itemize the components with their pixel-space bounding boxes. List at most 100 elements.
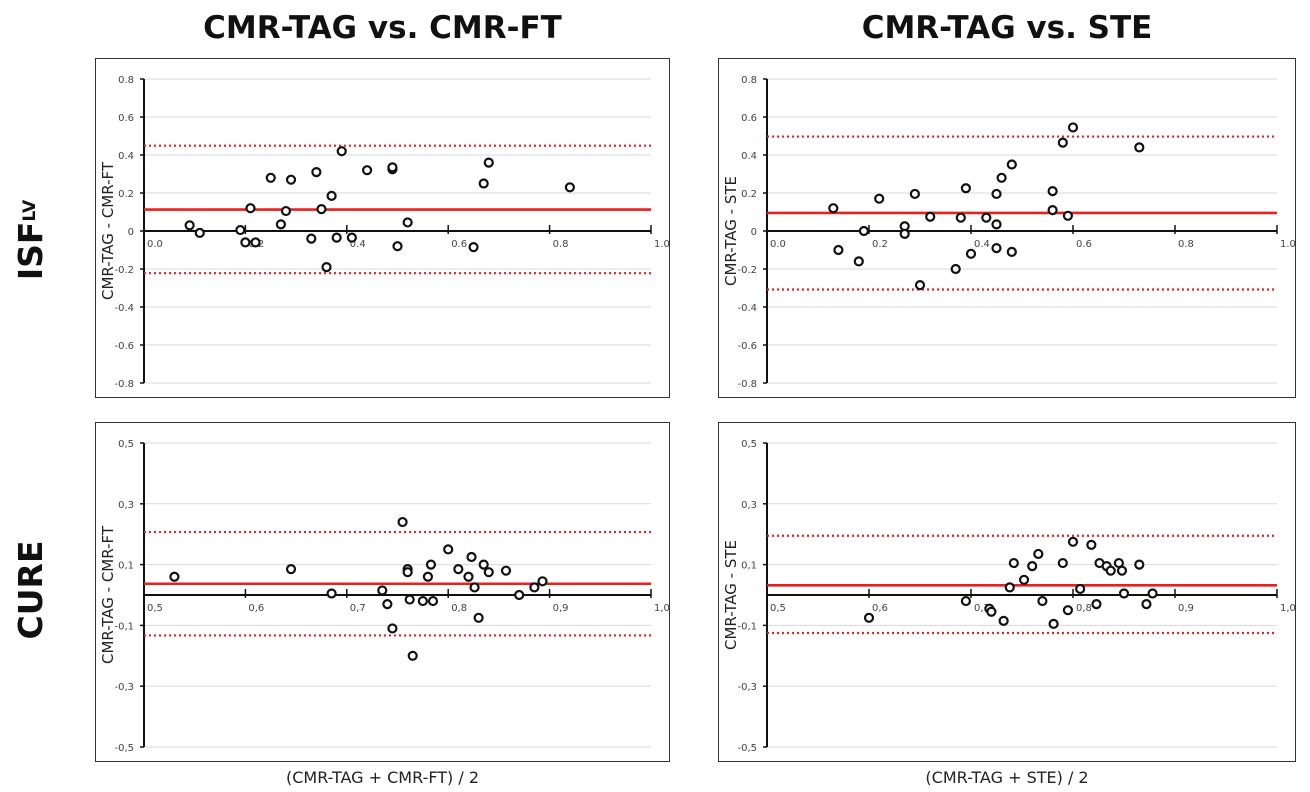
row-title-isf-main: ISF — [10, 221, 50, 281]
data-point — [858, 225, 869, 237]
data-point — [1105, 565, 1116, 576]
data-point — [960, 595, 971, 607]
data-point — [853, 256, 864, 267]
data-point — [285, 174, 297, 185]
data-point — [326, 190, 337, 201]
data-point — [382, 599, 393, 610]
data-point — [473, 612, 484, 623]
y-tick-label: 0,3 — [741, 500, 757, 511]
data-point — [425, 559, 437, 570]
x-tick-label: 0,6 — [872, 603, 888, 614]
y-tick-label: -0.8 — [114, 379, 134, 390]
data-point — [960, 183, 971, 194]
x-tick-label: 0,7 — [974, 603, 990, 614]
data-point — [427, 595, 439, 607]
y-tick-label: -0,5 — [114, 743, 134, 754]
data-point — [1067, 122, 1079, 133]
data-point — [169, 571, 180, 582]
chart-isf-ste: 0.8 0.6 0.4 0.2 0 -0.2 -0.4 -0.6 -0.8 0.0 0.2 0.4 0.… — [722, 75, 1296, 390]
data-point — [235, 224, 246, 236]
data-point — [1047, 205, 1058, 216]
data-point — [1027, 561, 1038, 572]
y-tick-label: -0.2 — [737, 265, 757, 276]
x-tick-label: 0,6 — [248, 603, 264, 614]
x-axis-title-left: (CMR-TAG + CMR-FT) / 2 — [285, 768, 480, 787]
y-tick-label: 0,3 — [118, 500, 134, 511]
data-point — [321, 262, 332, 273]
y-axis-title: CMR-TAG - STE — [722, 176, 740, 286]
x-tick-label: 0,5 — [147, 603, 163, 614]
data-point — [1116, 565, 1128, 576]
x-tick-label: 0.4 — [350, 239, 366, 250]
data-point — [1147, 588, 1158, 599]
data-point — [245, 203, 256, 214]
y-tick-label: 0.8 — [118, 75, 134, 86]
x-tick-label: 1,0 — [1280, 603, 1296, 614]
y-axis-title: CMR-TAG - STE — [722, 540, 740, 650]
data-point — [986, 606, 997, 617]
data-point — [478, 178, 489, 189]
data-point — [981, 212, 992, 223]
data-point — [468, 242, 479, 253]
y-tick-label: -0.2 — [114, 265, 134, 276]
y-tick-label: 0,1 — [118, 561, 134, 572]
y-tick-label: 0,1 — [741, 561, 757, 572]
x-tick-label: 0,5 — [770, 603, 786, 614]
data-point — [306, 233, 317, 244]
y-tick-label: -0.4 — [737, 303, 757, 314]
data-point — [991, 188, 1002, 200]
x-tick-label: 1,0 — [654, 603, 670, 614]
y-axis-title: CMR-TAG - CMR-FT — [99, 161, 117, 300]
row-title-cure-main: CURE — [10, 540, 50, 640]
x-tick-label: 0.2 — [872, 239, 888, 250]
data-point — [194, 227, 205, 238]
column-title-right: CMR-TAG vs. STE — [861, 10, 1153, 46]
data-point — [392, 241, 403, 252]
data-point — [377, 585, 388, 596]
y-tick-label: 0.2 — [741, 189, 757, 200]
data-point — [404, 594, 415, 605]
data-point — [1037, 595, 1048, 607]
data-point — [407, 650, 418, 661]
x-tick-label: 0.6 — [1076, 239, 1092, 250]
panel-isf-cmrft: 0.80.60.40.20-0.2-0.4-0.6-0.80.00.20.40.… — [95, 58, 670, 398]
data-point — [422, 571, 434, 582]
data-point — [998, 615, 1009, 626]
data-point — [1006, 159, 1017, 170]
data-point — [1067, 536, 1079, 547]
x-tick-label: 0,9 — [1178, 603, 1194, 614]
data-point — [417, 595, 428, 607]
data-point — [1075, 583, 1086, 595]
y-tick-label: 0 — [751, 227, 757, 238]
data-point — [336, 146, 347, 157]
y-tick-label: -0.8 — [737, 379, 757, 390]
y-tick-label: 0.6 — [118, 113, 134, 124]
data-point — [828, 203, 839, 214]
y-tick-label: -0,5 — [737, 743, 757, 754]
data-point — [1062, 210, 1073, 221]
data-point — [361, 165, 373, 176]
y-tick-label: 0.4 — [741, 151, 757, 162]
x-tick-label: 0.4 — [974, 239, 990, 250]
data-point — [1033, 548, 1044, 560]
x-tick-label: 0,7 — [350, 603, 366, 614]
chart-cure-ste: 0,5 0,3 0,1 -0,1 -0,3 -0,5 0,5 0,6 0,7 0,8 0,9 1,0 C… — [722, 439, 1296, 754]
data-point — [1004, 582, 1015, 593]
y-tick-label: 0 — [128, 227, 134, 238]
data-point — [1057, 557, 1068, 569]
data-point — [1018, 574, 1030, 585]
panel-cure-ste: 0,5 0,3 0,1 -0,1 -0,3 -0,5 0,5 0,6 0,7 0,8 0,9 1,0 C… — [718, 422, 1296, 762]
data-point — [1086, 539, 1097, 550]
x-tick-label: 0,9 — [553, 603, 569, 614]
data-point — [1048, 618, 1059, 629]
x-tick-label: 0.0 — [770, 239, 786, 250]
data-point — [1047, 186, 1058, 197]
y-tick-label: -0,3 — [114, 682, 134, 693]
data-point — [991, 243, 1002, 254]
data-point — [387, 162, 398, 173]
data-point — [991, 219, 1002, 230]
y-tick-label: -0.6 — [114, 341, 134, 352]
y-tick-label: 0,5 — [741, 439, 757, 450]
data-point — [346, 232, 357, 243]
data-point — [463, 571, 474, 582]
